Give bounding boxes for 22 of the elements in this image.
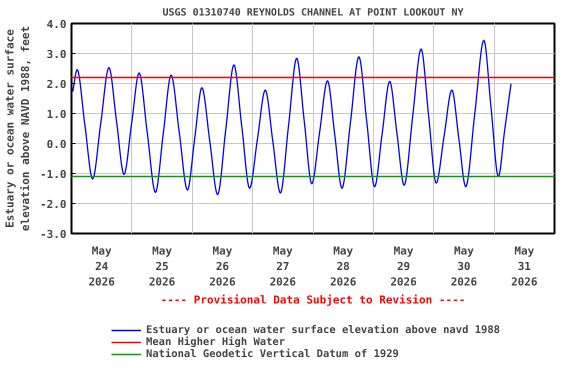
- legend-label: Estuary or ocean water surface elevation above navd 1988: [146, 324, 500, 336]
- x-tick-label: May 30 2026: [450, 244, 478, 289]
- legend-label: Mean Higher High Water: [146, 336, 286, 348]
- legend-label: National Geodetic Vertical Datum of 1929: [146, 348, 399, 360]
- y-tick-label: 4.0: [46, 18, 67, 31]
- chart-title: USGS 01310740 REYNOLDS CHANNEL AT POINT LOOKOUT NY: [162, 8, 464, 18]
- y-tick-label: 2.0: [46, 78, 67, 91]
- x-tick-label: May 24 2026: [88, 244, 116, 289]
- x-tick-label: May 28 2026: [330, 244, 357, 289]
- text: ---- Provisional Data Subject to Revision ----: [160, 294, 466, 306]
- y-tick-label: 1.0: [46, 108, 67, 121]
- x-tick-label: May 29 2026: [390, 244, 418, 289]
- y-axis-title: Estuary or ocean water surface elevation above NAVD 1988, feet: [3, 26, 32, 232]
- y-tick-label: -2.0: [40, 198, 67, 211]
- x-tick-label: May 31 2026: [511, 244, 538, 289]
- y-tick-label: -1.0: [40, 168, 67, 181]
- x-tick-label: May 27 2026: [270, 244, 296, 289]
- x-tick-label: May 25 2026: [148, 244, 176, 289]
- y-tick-label: 3.0: [46, 48, 67, 61]
- x-tick-label: May 26 2026: [209, 244, 236, 289]
- y-tick-label: -3.0: [40, 228, 67, 241]
- y-tick-label: 0.0: [46, 138, 67, 151]
